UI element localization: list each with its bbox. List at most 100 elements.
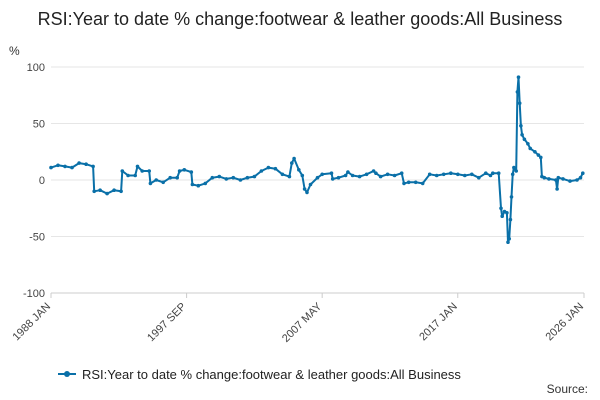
data-point bbox=[510, 172, 515, 177]
data-point bbox=[477, 175, 481, 180]
data-point bbox=[133, 173, 137, 178]
data-point bbox=[140, 169, 144, 173]
data-point bbox=[519, 124, 523, 128]
data-point bbox=[515, 90, 520, 94]
data-point bbox=[292, 156, 296, 161]
legend[interactable]: RSI:Year to date % change:footwear & lea… bbox=[58, 366, 461, 382]
data-point bbox=[91, 164, 95, 169]
data-point bbox=[456, 172, 460, 177]
data-point bbox=[484, 171, 488, 175]
data-point bbox=[238, 178, 243, 182]
data-point bbox=[488, 173, 493, 178]
data-point bbox=[252, 174, 257, 179]
data-point bbox=[555, 187, 559, 191]
data-point bbox=[273, 166, 278, 171]
data-point bbox=[561, 177, 565, 181]
data-point bbox=[522, 137, 527, 142]
data-point bbox=[302, 187, 307, 191]
data-point bbox=[374, 171, 378, 175]
data-point bbox=[507, 237, 512, 241]
y-tick-label: -100 bbox=[23, 288, 45, 300]
data-point bbox=[98, 188, 102, 192]
data-point bbox=[399, 171, 404, 175]
data-point bbox=[449, 171, 453, 175]
data-point bbox=[161, 180, 165, 185]
data-point bbox=[350, 173, 355, 178]
y-tick-label: 0 bbox=[39, 175, 45, 187]
data-point bbox=[329, 171, 334, 175]
data-point bbox=[315, 175, 320, 180]
x-tick-label: 1988 JAN bbox=[10, 301, 53, 344]
data-point bbox=[568, 179, 572, 183]
data-point bbox=[148, 181, 153, 186]
data-point bbox=[346, 170, 350, 174]
data-point bbox=[402, 181, 406, 186]
data-point bbox=[578, 175, 583, 180]
data-point bbox=[210, 175, 215, 180]
data-point bbox=[528, 146, 532, 151]
data-point bbox=[357, 174, 362, 179]
data-point bbox=[581, 171, 585, 175]
data-point bbox=[516, 75, 521, 79]
data-point bbox=[177, 169, 182, 173]
data-point bbox=[517, 101, 522, 105]
data-point bbox=[280, 172, 285, 177]
data-point bbox=[330, 177, 335, 181]
data-point bbox=[305, 190, 309, 195]
data-point bbox=[63, 164, 67, 169]
data-point bbox=[434, 173, 439, 178]
data-point bbox=[371, 169, 376, 173]
y-tick-label: -50 bbox=[29, 232, 45, 244]
data-point bbox=[84, 162, 88, 166]
data-point bbox=[112, 188, 116, 192]
data-point bbox=[203, 181, 208, 186]
data-point bbox=[175, 175, 179, 180]
data-point bbox=[308, 182, 313, 187]
data-point bbox=[526, 142, 530, 146]
data-point bbox=[77, 161, 81, 165]
data-point bbox=[556, 175, 561, 180]
data-point bbox=[420, 181, 425, 186]
data-point bbox=[105, 191, 109, 196]
data-point bbox=[514, 169, 518, 173]
data-point bbox=[413, 180, 418, 185]
data-point bbox=[505, 211, 509, 215]
source-label: Source: bbox=[546, 382, 588, 396]
x-tick-label: 2026 JAN bbox=[543, 301, 586, 344]
data-point bbox=[542, 175, 547, 180]
data-point bbox=[224, 177, 229, 181]
data-point bbox=[508, 217, 513, 222]
data-point bbox=[231, 175, 236, 180]
chart-title: RSI:Year to date % change:footwear & lea… bbox=[37, 9, 563, 29]
data-point bbox=[509, 195, 514, 199]
x-tick-label: 1997 SEP bbox=[145, 301, 189, 345]
data-point bbox=[245, 175, 250, 180]
data-point bbox=[406, 180, 411, 185]
data-point bbox=[56, 163, 60, 168]
y-tick-label: 100 bbox=[27, 62, 45, 74]
data-point bbox=[520, 133, 524, 137]
data-point bbox=[539, 155, 543, 160]
data-point bbox=[297, 168, 301, 172]
data-point bbox=[217, 174, 222, 179]
data-point bbox=[70, 165, 74, 170]
data-point bbox=[290, 161, 294, 165]
y-tick-label: 50 bbox=[33, 119, 45, 131]
data-point bbox=[533, 150, 537, 154]
data-point bbox=[547, 177, 551, 181]
data-point bbox=[182, 168, 187, 172]
legend-series-label: RSI:Year to date % change:footwear & lea… bbox=[82, 366, 461, 382]
data-point bbox=[49, 165, 53, 170]
data-point bbox=[135, 164, 140, 169]
data-point bbox=[147, 169, 151, 173]
data-point bbox=[259, 169, 264, 173]
data-point bbox=[196, 183, 201, 188]
data-point bbox=[385, 172, 390, 177]
data-point bbox=[512, 165, 516, 170]
data-point bbox=[496, 171, 501, 175]
data-point bbox=[126, 173, 130, 178]
data-point bbox=[463, 173, 467, 178]
data-point bbox=[336, 175, 341, 180]
data-point bbox=[266, 165, 271, 170]
